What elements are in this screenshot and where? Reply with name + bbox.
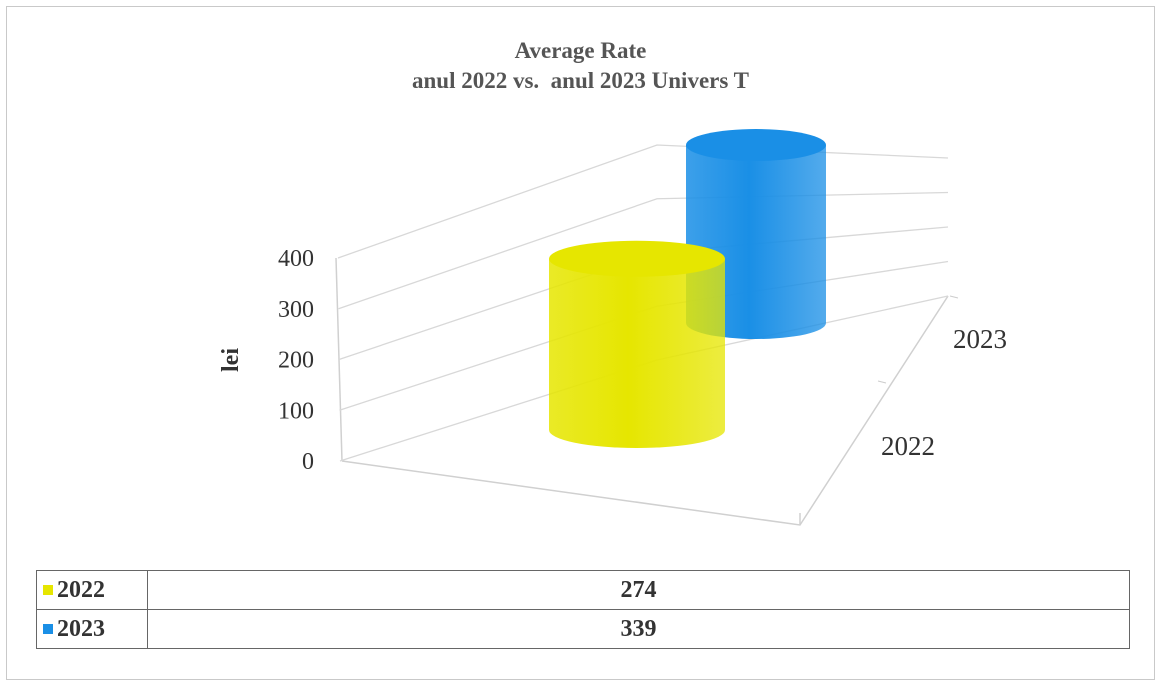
y-axis-label: lei — [218, 348, 244, 372]
legend-swatch — [43, 624, 53, 634]
gridline — [338, 191, 949, 310]
chart-title: Average Rate anul 2022 vs. anul 2023 Uni… — [0, 36, 1161, 96]
y-tick-label: 300 — [278, 297, 314, 323]
gridline — [337, 144, 949, 259]
depth-tick — [949, 295, 959, 299]
category-labels: 2022 2023 — [877, 295, 1007, 461]
y-tick-label: 100 — [278, 398, 314, 424]
y-tick-label: 0 — [302, 449, 314, 475]
cylinder-bars — [549, 129, 826, 448]
y-axis-ticks: 0 100 200 300 400 — [278, 246, 314, 475]
category-label-2023: 2023 — [953, 324, 1007, 354]
chart-subtitle-line: anul 2022 vs. anul 2023 Univers T — [412, 68, 749, 93]
legend-series-name: 2022 — [57, 577, 105, 603]
cylinder-top — [686, 129, 826, 162]
data-table: 2022 274 2023 339 — [36, 570, 1130, 649]
legend-key: 2022 — [36, 570, 148, 610]
table-row: 2022 274 — [36, 570, 1130, 610]
table-row: 2023 339 — [36, 609, 1130, 649]
data-value: 339 — [147, 609, 1130, 649]
y-tick-label: 400 — [278, 246, 314, 272]
cylinder-top — [549, 240, 725, 277]
chart-title-line: Average Rate — [514, 38, 647, 63]
data-value: 274 — [147, 570, 1130, 610]
legend-swatch — [43, 585, 53, 595]
category-label-2022: 2022 — [881, 431, 935, 461]
bar-2022 — [549, 240, 725, 448]
depth-tick — [877, 380, 887, 384]
cylinder-body — [549, 258, 725, 448]
y-tick-label: 200 — [278, 348, 314, 374]
legend-key: 2023 — [36, 609, 148, 649]
legend-series-name: 2023 — [57, 616, 105, 642]
